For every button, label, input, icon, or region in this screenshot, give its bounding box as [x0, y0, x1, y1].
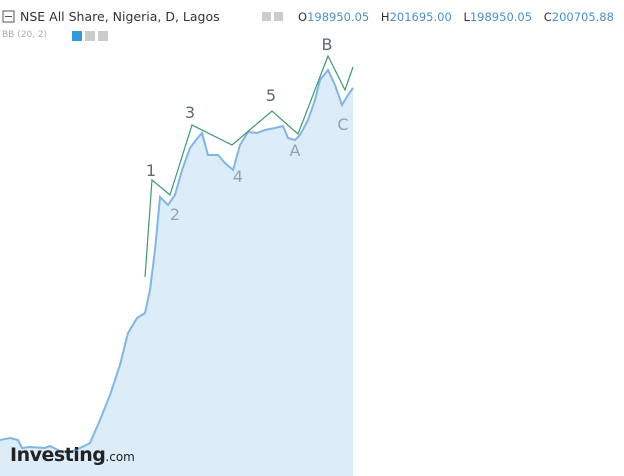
settings-icon[interactable]: [262, 12, 271, 21]
indicator-remove-icon[interactable]: [98, 31, 108, 41]
logo-suffix: .com: [105, 450, 135, 464]
ohlc-value: 198950.05: [469, 10, 533, 24]
indicator-visible-icon[interactable]: [72, 31, 82, 41]
indicator-label: BB (20, 2): [2, 30, 48, 40]
ohlc-value: 200705.88: [551, 10, 614, 24]
hide-icon[interactable]: [274, 12, 283, 21]
price-area: [0, 70, 353, 476]
elliott-wave-line: [144, 54, 354, 278]
wave-label: 1: [146, 161, 156, 180]
ohlc-key: L: [463, 10, 470, 24]
wave-label: C: [337, 115, 348, 134]
ohlc-readout: O198950.05 H201695.00 L198950.05 C200705…: [298, 10, 622, 24]
collapse-icon[interactable]: [2, 10, 15, 23]
wave-label: 3: [185, 103, 195, 122]
wave-label: A: [290, 141, 301, 160]
indicator-settings-icon[interactable]: [85, 31, 95, 41]
wave-label: 2: [170, 205, 180, 224]
ohlc-value: 201695.00: [389, 10, 452, 24]
wave-label: B: [322, 35, 333, 54]
ohlc-value: 198950.05: [307, 10, 370, 24]
ohlc-key: C: [543, 10, 552, 24]
chart-title: NSE All Share, Nigeria, D, Lagos: [20, 9, 220, 24]
logo: Investing.com: [10, 444, 135, 466]
price-line: [0, 68, 354, 454]
ohlc-key: O: [298, 10, 308, 24]
ohlc-key: H: [380, 10, 390, 24]
logo-brand: Investing: [10, 444, 106, 466]
wave-label: 5: [266, 86, 276, 105]
wave-label: 4: [233, 167, 243, 186]
